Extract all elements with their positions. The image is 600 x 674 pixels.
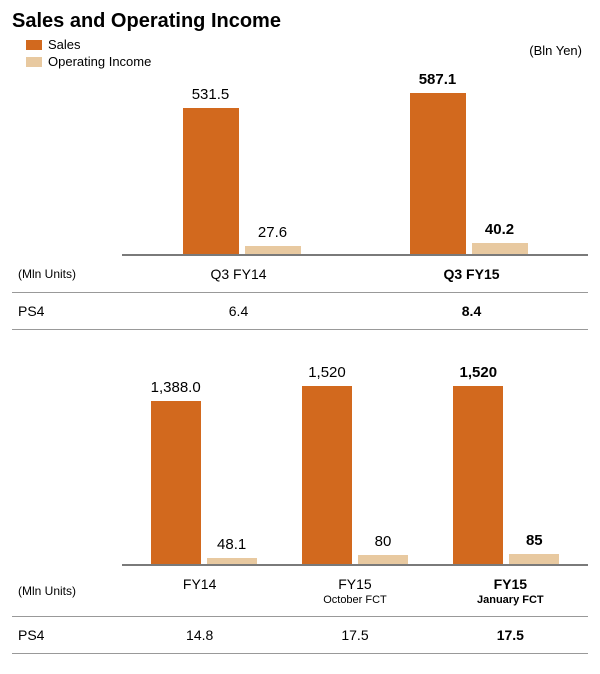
chart-bottom: 1,388.048.11,520801,52085 (Mln Units) FY… bbox=[12, 376, 588, 654]
bottom-op-bar-fy15jan-rect bbox=[509, 554, 559, 564]
top-sales-bar-q3fy15-label: 587.1 bbox=[378, 71, 498, 88]
legend-swatch-op bbox=[26, 57, 42, 67]
bottom-ps4-value-fy15jan: 17.5 bbox=[433, 617, 588, 653]
ps4-row-top: PS4 6.48.4 bbox=[12, 293, 588, 330]
bottom-op-bar-fy14-label: 48.1 bbox=[172, 536, 292, 553]
legend-label-sales: Sales bbox=[48, 37, 81, 52]
top-op-bar-q3fy15-label: 40.2 bbox=[440, 221, 560, 238]
plot-bottom: 1,388.048.11,520801,52085 bbox=[122, 376, 588, 566]
bottom-op-bar-fy15oct: 80 bbox=[358, 555, 408, 564]
top-op-bar-q3fy15: 40.2 bbox=[472, 243, 528, 254]
top-op-bar-q3fy15-rect bbox=[472, 243, 528, 254]
legend-swatch-sales bbox=[26, 40, 42, 50]
axis-left-label-bottom: (Mln Units) bbox=[12, 574, 122, 608]
page-title: Sales and Operating Income bbox=[12, 10, 588, 33]
bottom-ps4-value-fy15oct: 17.5 bbox=[277, 617, 432, 653]
bottom-axis-label-fy14: FY14 bbox=[122, 566, 277, 616]
bottom-op-bar-fy15jan-label: 85 bbox=[474, 532, 594, 549]
bottom-op-bar-fy14-rect bbox=[207, 558, 257, 564]
top-op-bar-q3fy14-label: 27.6 bbox=[213, 224, 333, 241]
top-group-q3fy14: 531.527.6 bbox=[128, 108, 355, 254]
axis-row-bottom: (Mln Units) FY14FY15October FCTFY15Janua… bbox=[12, 566, 588, 617]
top-ps4-value-q3fy15: 8.4 bbox=[355, 293, 588, 329]
bottom-axis-label-fy15oct: FY15October FCT bbox=[277, 566, 432, 616]
top-op-bar-q3fy14: 27.6 bbox=[245, 246, 301, 254]
bottom-op-bar-fy15jan: 85 bbox=[509, 554, 559, 564]
bottom-axis-label-fy15jan: FY15January FCT bbox=[433, 566, 588, 616]
bottom-group-fy14: 1,388.048.1 bbox=[128, 401, 279, 564]
plot-top: 531.527.6587.140.2 bbox=[122, 86, 588, 256]
top-ps4-value-q3fy14: 6.4 bbox=[122, 293, 355, 329]
top-group-q3fy15: 587.140.2 bbox=[355, 93, 582, 254]
axis-left-label-top: (Mln Units) bbox=[12, 257, 122, 291]
ps4-row-label-bottom: PS4 bbox=[12, 617, 122, 653]
bottom-sales-bar-fy15jan-label: 1,520 bbox=[418, 364, 538, 381]
top-axis-label-q3fy15: Q3 FY15 bbox=[355, 256, 588, 292]
top-axis-label-q3fy14: Q3 FY14 bbox=[122, 256, 355, 292]
bottom-group-fy15jan: 1,52085 bbox=[431, 386, 582, 564]
ps4-row-label-top: PS4 bbox=[12, 293, 122, 329]
bottom-op-bar-fy14: 48.1 bbox=[207, 558, 257, 564]
bottom-sales-bar-fy15oct-label: 1,520 bbox=[267, 364, 387, 381]
legend-label-op: Operating Income bbox=[48, 54, 151, 69]
bottom-op-bar-fy15oct-label: 80 bbox=[323, 533, 443, 550]
top-sales-bar-q3fy14-label: 531.5 bbox=[151, 86, 271, 103]
bottom-sales-bar-fy14-label: 1,388.0 bbox=[116, 379, 236, 396]
bottom-ps4-value-fy14: 14.8 bbox=[122, 617, 277, 653]
bottom-group-fy15oct: 1,52080 bbox=[279, 386, 430, 564]
top-op-bar-q3fy14-rect bbox=[245, 246, 301, 254]
ps4-row-bottom: PS4 14.817.517.5 bbox=[12, 617, 588, 654]
axis-row-top: (Mln Units) Q3 FY14Q3 FY15 bbox=[12, 256, 588, 293]
bottom-op-bar-fy15oct-rect bbox=[358, 555, 408, 564]
chart-top: 531.527.6587.140.2 (Mln Units) Q3 FY14Q3… bbox=[12, 86, 588, 330]
